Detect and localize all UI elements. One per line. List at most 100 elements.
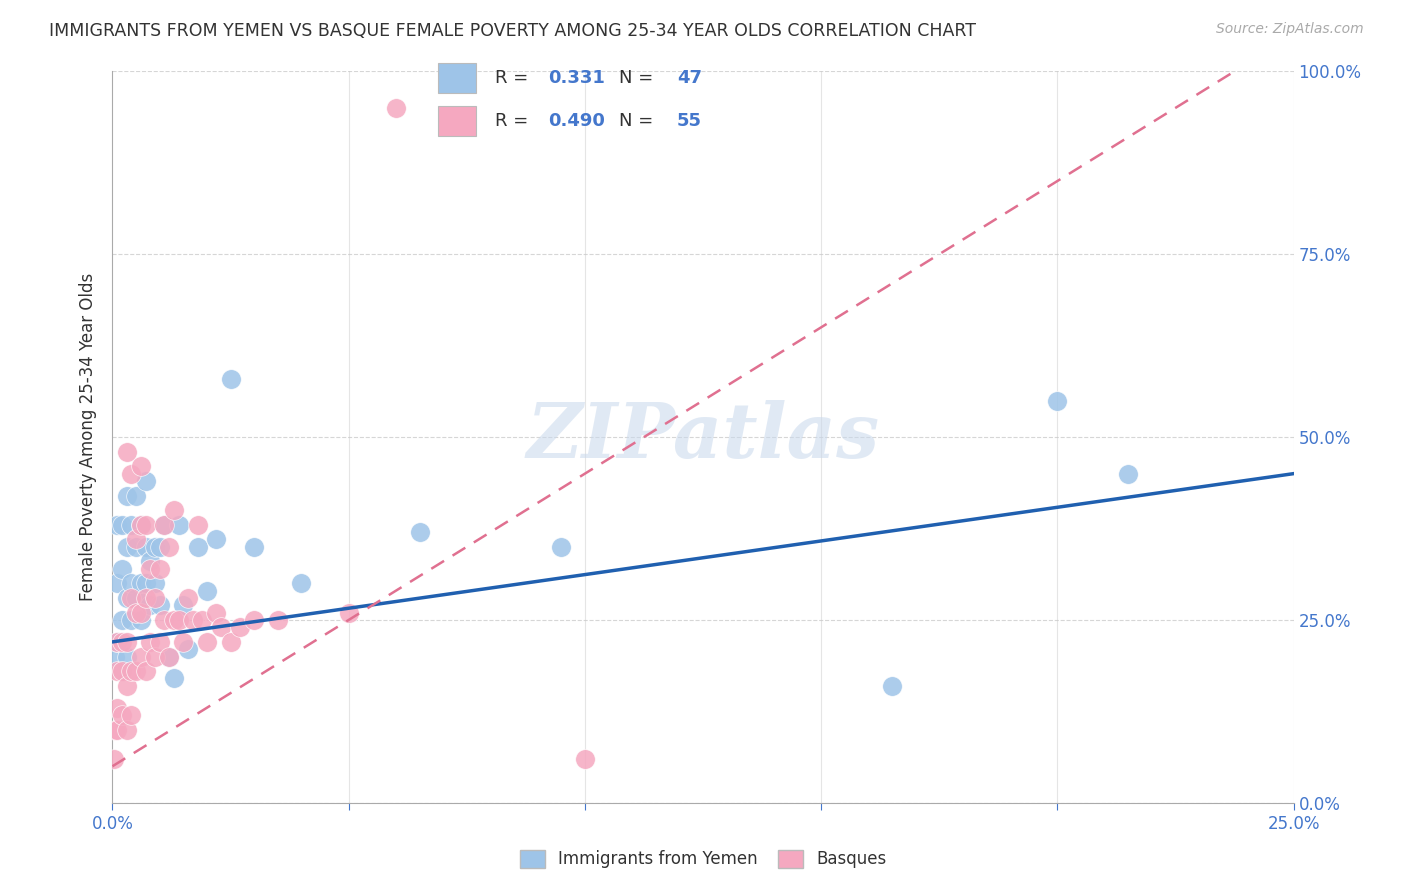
Point	[157, 649, 180, 664]
Point	[120, 517, 142, 532]
Point	[135, 664, 157, 678]
Text: R =: R =	[495, 112, 534, 130]
Point	[111, 664, 134, 678]
Point	[408, 525, 430, 540]
Point	[105, 517, 128, 532]
Point	[115, 444, 138, 458]
Point	[191, 613, 214, 627]
Point	[105, 723, 128, 737]
Point	[115, 591, 138, 605]
Point	[267, 613, 290, 627]
Point	[181, 613, 204, 627]
Point	[135, 517, 157, 532]
Point	[139, 599, 162, 613]
Point	[105, 700, 128, 714]
Point	[153, 613, 176, 627]
Y-axis label: Female Poverty Among 25-34 Year Olds: Female Poverty Among 25-34 Year Olds	[79, 273, 97, 601]
Point	[129, 606, 152, 620]
Point	[111, 635, 134, 649]
Text: ZIPatlas: ZIPatlas	[526, 401, 880, 474]
Point	[135, 576, 157, 591]
Point	[163, 503, 186, 517]
Point	[105, 635, 128, 649]
Point	[177, 591, 200, 605]
Point	[120, 576, 142, 591]
Point	[157, 540, 180, 554]
Point	[229, 620, 252, 634]
Point	[139, 562, 162, 576]
Point	[186, 517, 208, 532]
Point	[143, 591, 166, 605]
Point	[135, 474, 157, 488]
Point	[205, 606, 228, 620]
Point	[143, 576, 166, 591]
Point	[163, 672, 186, 686]
Point	[243, 613, 266, 627]
Point	[153, 517, 176, 532]
Point	[337, 606, 360, 620]
Point	[129, 517, 152, 532]
Point	[149, 599, 172, 613]
Point	[115, 679, 138, 693]
Point	[125, 533, 148, 547]
Point	[120, 708, 142, 723]
Point	[205, 533, 228, 547]
Text: N =: N =	[619, 112, 659, 130]
Point	[129, 517, 152, 532]
Point	[143, 649, 166, 664]
Point	[125, 540, 148, 554]
Point	[120, 591, 142, 605]
Text: IMMIGRANTS FROM YEMEN VS BASQUE FEMALE POVERTY AMONG 25-34 YEAR OLDS CORRELATION: IMMIGRANTS FROM YEMEN VS BASQUE FEMALE P…	[49, 22, 976, 40]
Point	[129, 613, 152, 627]
Point	[880, 679, 903, 693]
Text: 55: 55	[676, 112, 702, 130]
Point	[115, 540, 138, 554]
Point	[105, 576, 128, 591]
Point	[105, 635, 128, 649]
Point	[104, 723, 127, 737]
Point	[143, 540, 166, 554]
Point	[125, 664, 148, 678]
Point	[177, 642, 200, 657]
Point	[153, 517, 176, 532]
Point	[149, 540, 172, 554]
Text: 0.490: 0.490	[548, 112, 605, 130]
Point	[120, 664, 142, 678]
Point	[115, 723, 138, 737]
Point	[115, 489, 138, 503]
Point	[129, 459, 152, 474]
Point	[111, 664, 134, 678]
Point	[574, 752, 596, 766]
Point	[135, 540, 157, 554]
Point	[195, 583, 218, 598]
Point	[172, 599, 194, 613]
Point	[111, 517, 134, 532]
Text: 0.331: 0.331	[548, 69, 605, 87]
Point	[172, 635, 194, 649]
Text: 47: 47	[676, 69, 702, 87]
Point	[149, 562, 172, 576]
Point	[167, 613, 190, 627]
Point	[139, 635, 162, 649]
Point	[139, 554, 162, 568]
Point	[125, 591, 148, 605]
Point	[167, 517, 190, 532]
Point	[385, 101, 408, 115]
Point	[115, 635, 138, 649]
Point	[125, 606, 148, 620]
Point	[243, 540, 266, 554]
Point	[157, 649, 180, 664]
Point	[149, 635, 172, 649]
Point	[129, 649, 152, 664]
Point	[129, 576, 152, 591]
Point	[120, 467, 142, 481]
Point	[111, 613, 134, 627]
Point	[125, 489, 148, 503]
Point	[290, 576, 312, 591]
Text: Source: ZipAtlas.com: Source: ZipAtlas.com	[1216, 22, 1364, 37]
Point	[111, 708, 134, 723]
Point	[219, 635, 242, 649]
Point	[1046, 393, 1069, 408]
Point	[135, 591, 157, 605]
Point	[120, 613, 142, 627]
